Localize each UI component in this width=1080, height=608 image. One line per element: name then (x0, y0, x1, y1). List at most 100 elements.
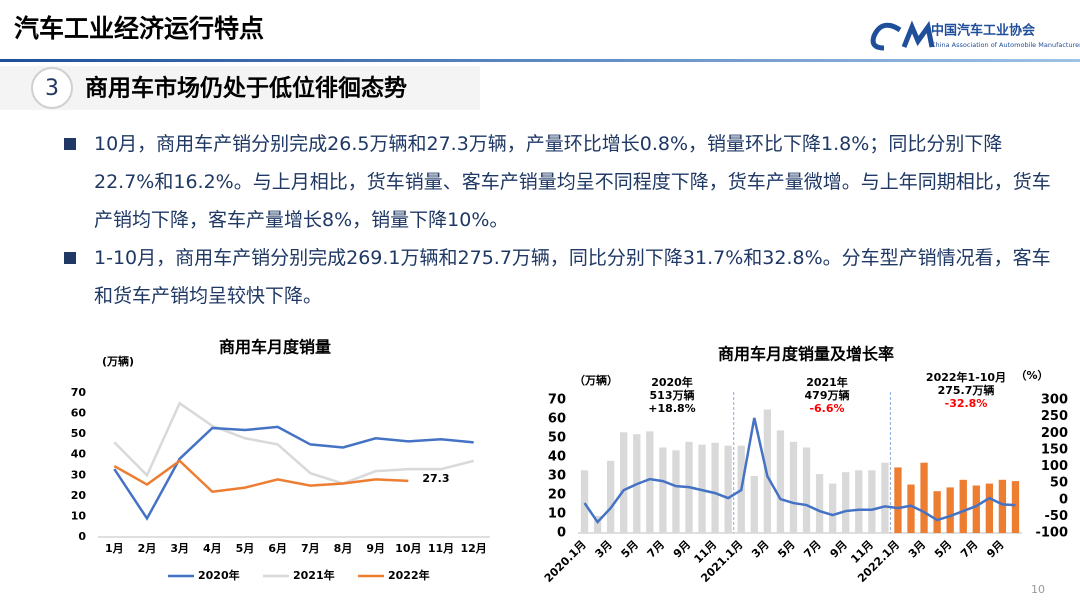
y-tick-label: 50 (548, 431, 566, 446)
annotation: 2020年 (651, 375, 693, 389)
y-tick-label: 60 (71, 407, 87, 420)
line-series (113, 401, 474, 485)
bar (593, 515, 602, 533)
x-tick-label: 3月 (749, 538, 771, 560)
x-tick-label: 5月 (932, 538, 954, 560)
y-tick-label: 50 (71, 427, 87, 440)
bar (802, 447, 811, 533)
bar (580, 470, 589, 533)
bar (972, 485, 980, 533)
y-tick-label: 70 (71, 386, 87, 399)
bar (620, 432, 628, 533)
logo (870, 20, 935, 51)
x-tick-label: 11月 (428, 542, 454, 555)
bullet: 1-10月，商用车产销分别完成269.1万辆和275.7万辆，同比分别下降31.… (64, 239, 1052, 315)
bar (828, 483, 837, 533)
y2-tick-label: 200 (1041, 426, 1068, 441)
bar (959, 479, 967, 533)
bar (907, 484, 915, 533)
x-tick-label: 3月 (170, 542, 189, 555)
x-tick-label: 7月 (645, 538, 667, 560)
bar (946, 487, 954, 533)
y-tick-label: 10 (548, 507, 566, 522)
bar (842, 472, 850, 533)
bar (920, 462, 928, 533)
page-number: 10 (1031, 583, 1045, 596)
bar (789, 441, 798, 533)
x-tick-label: 1月 (105, 542, 124, 555)
x-tick-label: 7月 (801, 538, 823, 560)
y2-tick-label: 100 (1041, 459, 1068, 474)
annotation: +18.8% (648, 402, 695, 415)
x-tick-label: 5月 (236, 542, 255, 555)
section-title: 商用车市场仍处于低位徘徊态势 (85, 75, 407, 102)
data-label: 27.3 (422, 472, 449, 485)
bar (933, 491, 941, 533)
y-tick-label: 10 (71, 509, 87, 522)
y-tick-label: 70 (548, 393, 566, 408)
annotation: -6.6% (809, 402, 844, 415)
x-tick-label: 8月 (334, 542, 353, 555)
annotation: 2022年1-10月 (926, 370, 1006, 384)
x-tick-label: 12月 (461, 542, 487, 555)
x-tick-label: 2020.1月 (542, 538, 589, 585)
bar (868, 470, 876, 533)
bar (606, 460, 615, 533)
org-name-en: China Association of Automobile Manufact… (931, 41, 1080, 49)
x-tick-label: 7月 (301, 542, 320, 555)
y2-tick-label: -100 (1035, 526, 1068, 541)
bar (998, 479, 1007, 533)
section-badge (31, 67, 73, 109)
x-tick-label: 3月 (906, 538, 928, 560)
y2-tick-label: 150 (1041, 442, 1068, 457)
y-tick-label: 30 (548, 469, 566, 484)
x-tick-label: 4月 (203, 542, 222, 555)
annotation: 275.7万辆 (938, 383, 995, 397)
bar (855, 470, 863, 533)
bar (659, 447, 667, 533)
growth-line (583, 417, 1016, 525)
legend-label: 2020年 (198, 568, 240, 582)
line-series (113, 425, 474, 521)
y2-axis-label: （%） (1015, 369, 1048, 382)
bar (881, 462, 889, 533)
annotation: -32.8% (945, 397, 988, 410)
y-tick-label: 20 (548, 488, 566, 503)
x-tick-label: 2月 (138, 542, 157, 555)
bar (985, 483, 994, 533)
x-tick-label: 9月 (828, 538, 850, 560)
y2-tick-label: 0 (1059, 492, 1068, 507)
x-tick-label: 3月 (593, 538, 615, 560)
x-tick-label: 5月 (775, 538, 797, 560)
legend-label: 2022年 (388, 568, 430, 582)
x-tick-label: 5月 (619, 538, 641, 560)
bar (698, 444, 706, 533)
y2-tick-label: 300 (1041, 393, 1068, 408)
bar (894, 467, 902, 533)
x-tick-label: 9月 (366, 542, 385, 555)
bar (815, 474, 824, 533)
x-tick-label: 7月 (958, 538, 980, 560)
bar (672, 450, 680, 533)
bar (646, 431, 654, 533)
header-title: 汽车工业经济运行特点 (14, 14, 264, 43)
x-tick-label: 9月 (671, 538, 693, 560)
bar (750, 476, 758, 533)
annotation: 513万辆 (650, 388, 695, 402)
bullet: 10月，商用车产销分别完成26.5万辆和27.3万辆，产量环比增长0.8%，销量… (64, 125, 1052, 239)
section-number: 3 (45, 76, 59, 101)
x-tick-label: 10月 (395, 542, 421, 555)
bullets: 10月，商用车产销分别完成26.5万辆和27.3万辆，产量环比增长0.8%，销量… (62, 125, 1052, 315)
bar (776, 430, 785, 533)
legend-label: 2021年 (293, 568, 335, 582)
annotation: 479万辆 (805, 388, 850, 402)
chart-title: 商用车月度销量及增长率 (718, 345, 894, 364)
y-tick-label: 0 (78, 530, 86, 543)
y-tick-label: 30 (71, 468, 87, 481)
y-axis-label: (万辆) (102, 354, 134, 368)
line-series (113, 459, 409, 494)
chart-title: 商用车月度销量 (219, 338, 331, 357)
y2-tick-label: 50 (1050, 476, 1068, 491)
